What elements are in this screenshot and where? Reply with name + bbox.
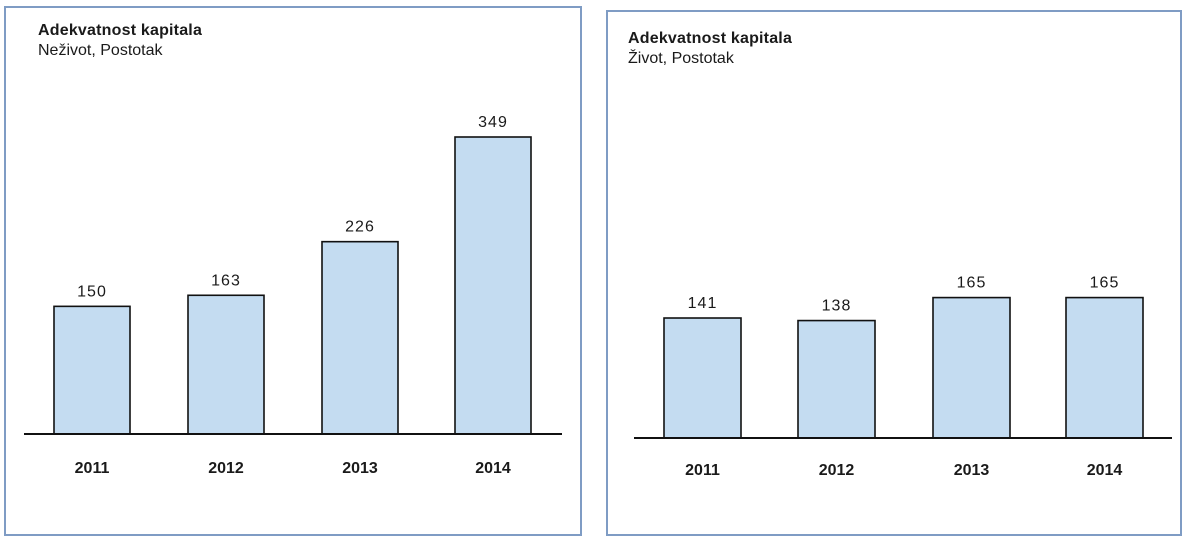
bar-2014 [454, 136, 532, 435]
chart-panel-nezivot: Adekvatnost kapitala Neživot, Postotak 1… [4, 6, 582, 536]
data-label: 165 [957, 275, 987, 292]
x-tick-label: 2013 [342, 460, 378, 477]
chart-title: Adekvatnost kapitala [38, 22, 203, 39]
bar-2013 [932, 296, 1011, 439]
data-label: 349 [478, 114, 508, 131]
bar-2012 [187, 294, 265, 435]
data-label: 141 [688, 295, 718, 312]
bar-2013 [321, 240, 399, 435]
x-tick-label: 2011 [75, 460, 110, 477]
data-label: 150 [77, 283, 107, 300]
bar-2011 [53, 305, 131, 435]
bar-chart-nezivot: 150 2011 163 2012 226 2013 349 2014 [24, 114, 562, 477]
chart-subtitle: Neživot, Postotak [38, 42, 163, 59]
bar-2011 [663, 317, 742, 439]
x-tick-label: 2013 [954, 462, 990, 479]
x-tick-label: 2014 [475, 460, 511, 477]
data-label: 138 [822, 298, 852, 315]
data-label: 163 [211, 272, 241, 289]
data-label: 226 [345, 219, 375, 236]
bar-chart-zivot: 141 2011 138 2012 165 2013 165 2014 [634, 275, 1172, 479]
bar-2012 [797, 319, 876, 439]
x-tick-label: 2011 [685, 462, 720, 479]
chart-title: Adekvatnost kapitala [628, 30, 793, 47]
chart-subtitle: Život, Postotak [628, 50, 734, 67]
bar-2014 [1065, 296, 1144, 439]
x-tick-label: 2012 [208, 460, 244, 477]
x-tick-label: 2012 [819, 462, 855, 479]
x-tick-label: 2014 [1087, 462, 1123, 479]
chart-panel-zivot: Adekvatnost kapitala Život, Postotak 141… [606, 10, 1182, 536]
data-label: 165 [1090, 275, 1120, 292]
